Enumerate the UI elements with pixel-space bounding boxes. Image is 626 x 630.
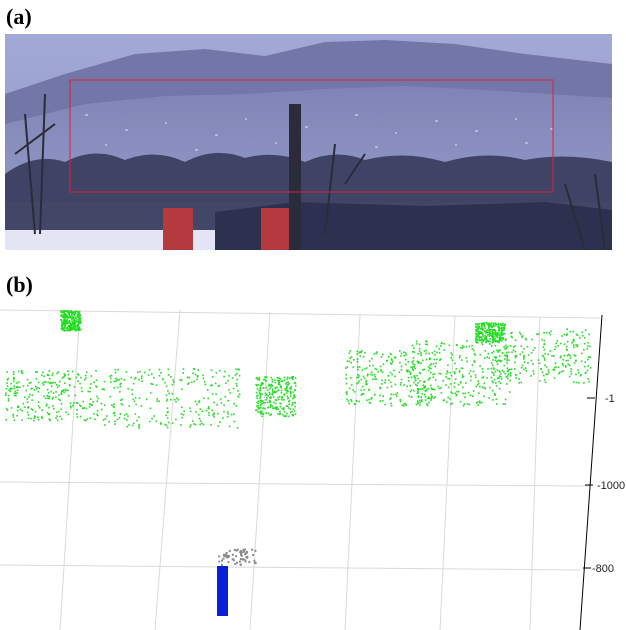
grid-lines: [0, 309, 601, 630]
region-of-interest-box: [69, 79, 554, 193]
chimney-points: [217, 566, 228, 616]
chimney: [289, 104, 301, 250]
vertical-axis: [579, 314, 603, 630]
tick-label-3: -800: [592, 563, 614, 575]
building-roofs: [215, 202, 612, 250]
red-tank-left: [163, 208, 193, 250]
tick-label-2: -1000: [597, 480, 625, 492]
bare-trees: [14, 93, 606, 250]
panel-a-label: (a): [6, 4, 32, 29]
vegetation-points: [5, 310, 592, 429]
red-tank-right: [261, 208, 291, 250]
panel-b-label: (b): [6, 272, 33, 297]
tick-label-1: -1: [605, 393, 615, 405]
point-cloud-plot: -1 -1000 -800: [0, 309, 625, 630]
smoke-points: [218, 548, 257, 566]
snow-patch: [5, 230, 215, 250]
landscape-photo: [5, 34, 612, 250]
town-speckles: [85, 114, 553, 151]
